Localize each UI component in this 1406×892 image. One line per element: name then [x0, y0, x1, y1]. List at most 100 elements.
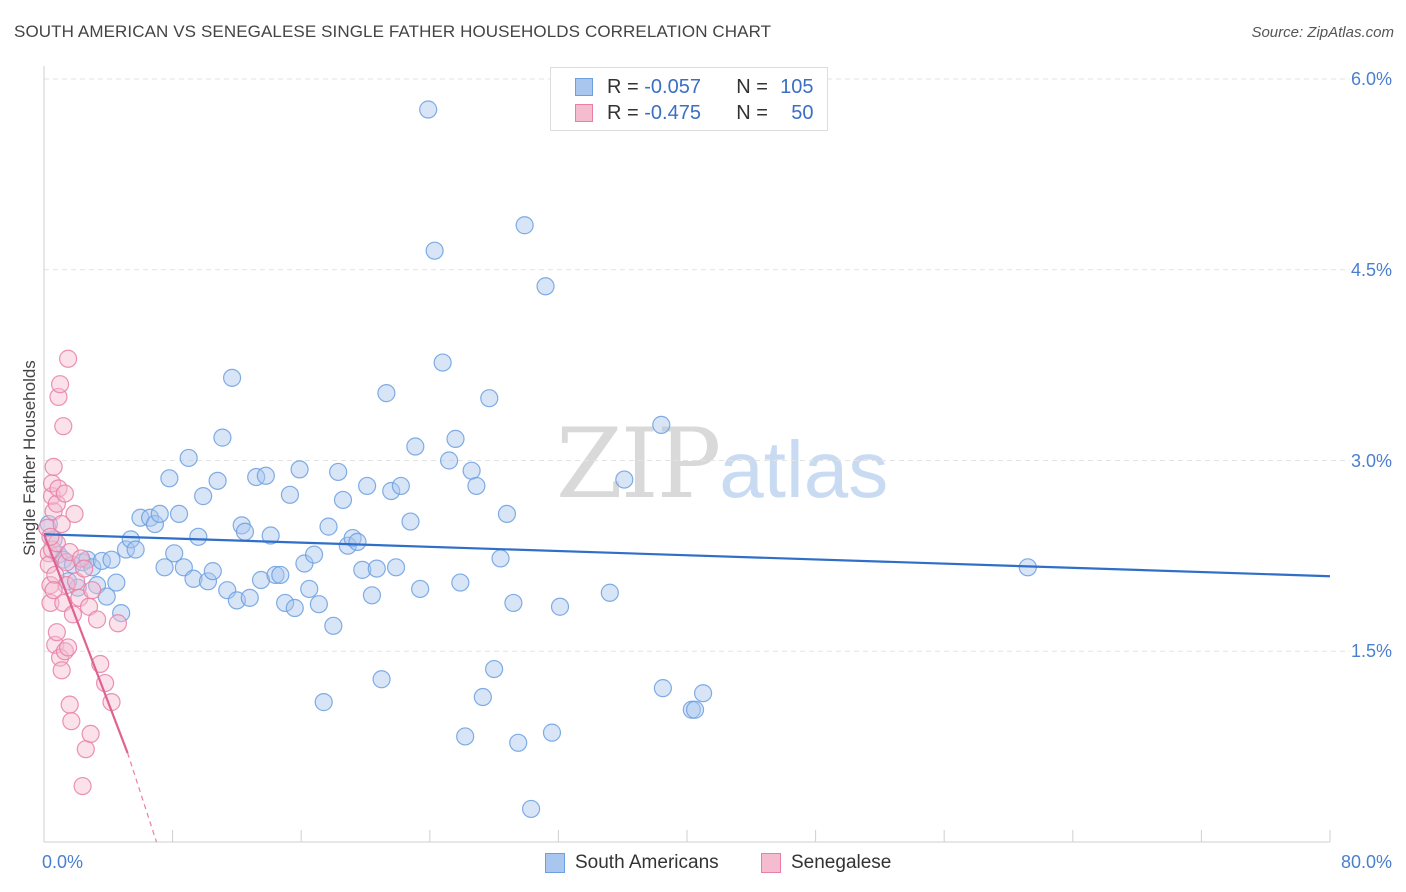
data-point — [362, 586, 382, 605]
legend-row-senegalese: R = -0.475 N = 50 — [575, 101, 814, 125]
y-tick-label: 3.0% — [1350, 450, 1392, 471]
trend-line-senegalese-extension — [127, 752, 158, 843]
y-tick-label: 1.5% — [1350, 641, 1392, 662]
data-point — [150, 504, 169, 524]
data-point — [515, 216, 534, 235]
data-point — [107, 573, 126, 592]
data-point — [83, 581, 102, 600]
data-point — [247, 467, 266, 487]
data-point — [685, 700, 705, 719]
chart-source: Source: ZipAtlas.com — [1251, 24, 1394, 41]
data-point — [309, 595, 328, 614]
data-point — [92, 551, 111, 571]
legend-swatch-pink — [575, 104, 593, 122]
data-point — [485, 659, 504, 679]
data-point — [44, 581, 63, 600]
data-point — [386, 558, 406, 577]
data-point — [112, 603, 131, 623]
y-tick-label: 6.0% — [1350, 69, 1392, 89]
data-point — [377, 384, 396, 403]
trend-lines — [42, 533, 1331, 843]
data-point — [280, 485, 300, 504]
data-point — [439, 451, 459, 470]
data-point — [52, 514, 71, 534]
data-point — [73, 776, 92, 796]
data-point — [419, 100, 438, 119]
legend-r-value: -0.057 — [644, 75, 701, 98]
data-point — [62, 712, 81, 731]
data-point — [213, 428, 232, 447]
data-point — [382, 481, 401, 501]
data-point — [165, 544, 184, 563]
data-point — [319, 517, 338, 536]
data-point — [261, 526, 280, 545]
data-point — [179, 448, 198, 468]
data-point — [251, 570, 271, 590]
legend-r-label: R = — [607, 101, 639, 124]
data-point — [208, 471, 227, 490]
data-point — [41, 576, 60, 595]
data-point — [203, 562, 222, 581]
data-point — [121, 530, 140, 549]
legend-r-value: -0.475 — [644, 101, 701, 124]
data-point — [406, 437, 425, 456]
data-point — [59, 638, 78, 657]
data-point — [473, 687, 492, 707]
series-legend-senegalese: Senegalese — [761, 852, 891, 874]
data-point — [71, 549, 91, 568]
data-point — [324, 616, 343, 635]
series-senegalese-points — [38, 349, 128, 796]
data-point — [652, 415, 671, 434]
data-point — [536, 277, 555, 296]
y-tick-label: 4.5% — [1350, 259, 1392, 280]
data-point — [401, 512, 420, 531]
data-point — [504, 593, 523, 613]
data-point — [367, 559, 386, 578]
data-point — [169, 504, 189, 524]
legend-n-label: N = — [736, 75, 768, 98]
data-point — [372, 670, 391, 689]
data-point — [65, 504, 84, 524]
data-point — [653, 679, 672, 698]
data-point — [222, 368, 242, 387]
legend-n-label: N = — [736, 101, 768, 124]
correlation-legend: R = -0.057 N = 105 R = -0.475 N = 50 — [550, 67, 828, 131]
data-point — [126, 540, 145, 559]
legend-n-value: 105 — [780, 75, 814, 98]
data-point — [240, 588, 259, 607]
data-point — [446, 429, 465, 448]
data-point — [116, 540, 136, 559]
data-point — [411, 579, 430, 599]
chart-title: SOUTH AMERICAN VS SENEGALESE SINGLE FATH… — [14, 22, 772, 41]
data-point — [87, 610, 107, 629]
data-point — [55, 484, 74, 503]
data-point — [271, 565, 290, 585]
data-point — [256, 466, 275, 485]
data-point — [391, 476, 410, 496]
data-point — [348, 532, 367, 551]
data-point — [60, 695, 79, 714]
data-point — [333, 490, 353, 510]
data-point — [491, 549, 510, 568]
watermark-atlas: atlas — [719, 425, 889, 514]
data-point — [59, 349, 78, 368]
series-legend-south-americans: South Americans — [545, 852, 719, 874]
data-point — [160, 469, 179, 488]
data-point — [451, 573, 470, 592]
legend-r-label: R = — [607, 75, 639, 98]
data-point — [358, 476, 377, 496]
data-point — [189, 527, 208, 546]
data-point — [509, 733, 528, 752]
data-point — [52, 661, 71, 680]
data-point — [314, 693, 333, 712]
data-point — [57, 553, 76, 572]
data-point — [521, 799, 541, 819]
data-point — [456, 727, 475, 746]
data-point — [353, 560, 372, 579]
series-name: South Americans — [575, 852, 719, 873]
data-point — [329, 462, 348, 482]
legend-n-value: 50 — [791, 101, 814, 124]
data-point — [235, 522, 255, 541]
data-point — [155, 558, 174, 577]
